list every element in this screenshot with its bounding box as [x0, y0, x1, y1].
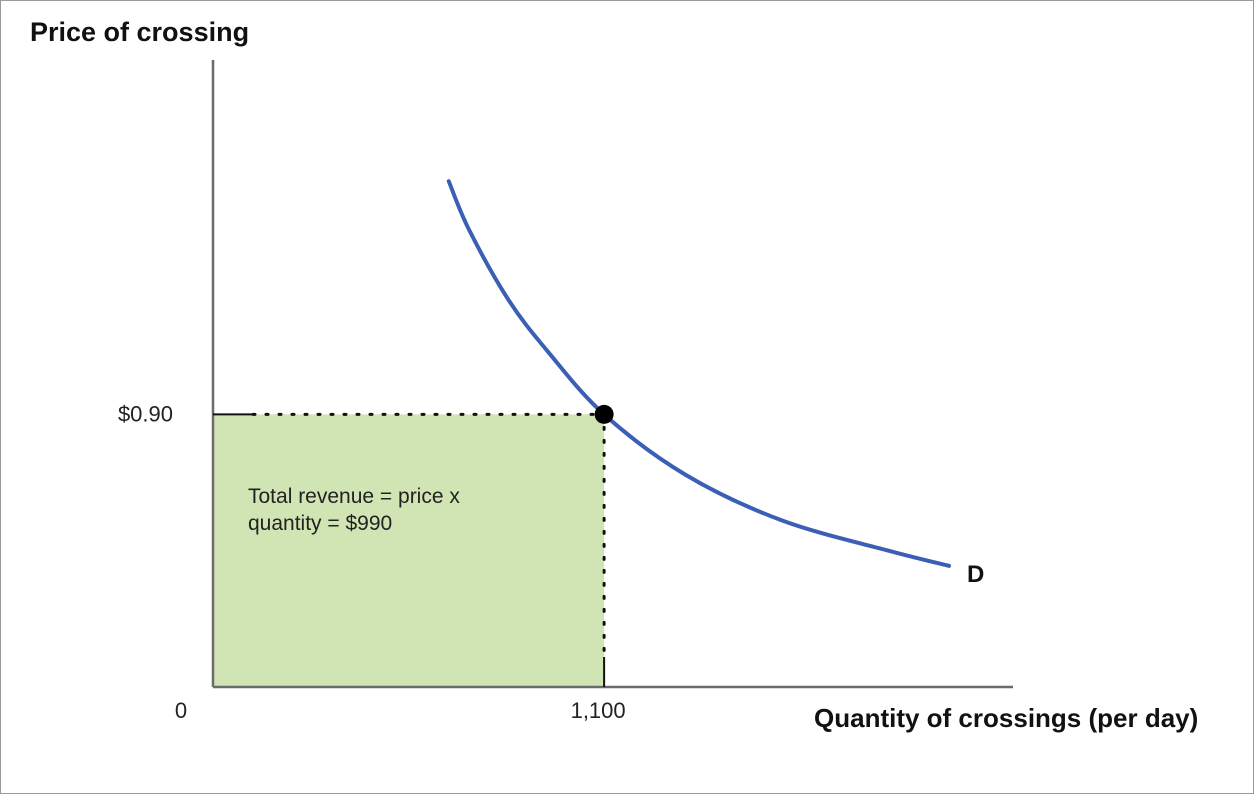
demand-curve-line	[446, 179, 951, 568]
revenue-annotation-line-1: Total revenue = price x	[248, 485, 460, 508]
equilibrium-point	[594, 404, 614, 424]
revenue-annotation-line-2: quantity = $990	[248, 512, 392, 535]
y-axis-title: Price of crossing	[30, 17, 250, 47]
origin-label: 0	[175, 698, 187, 723]
demand-curve-label: D	[967, 561, 984, 588]
x-axis-title: Quantity of crossings (per day)	[814, 703, 1199, 733]
x-tick-label: 1,100	[571, 698, 626, 723]
y-tick-label: $0.90	[118, 401, 173, 426]
total-revenue-region	[213, 414, 605, 687]
